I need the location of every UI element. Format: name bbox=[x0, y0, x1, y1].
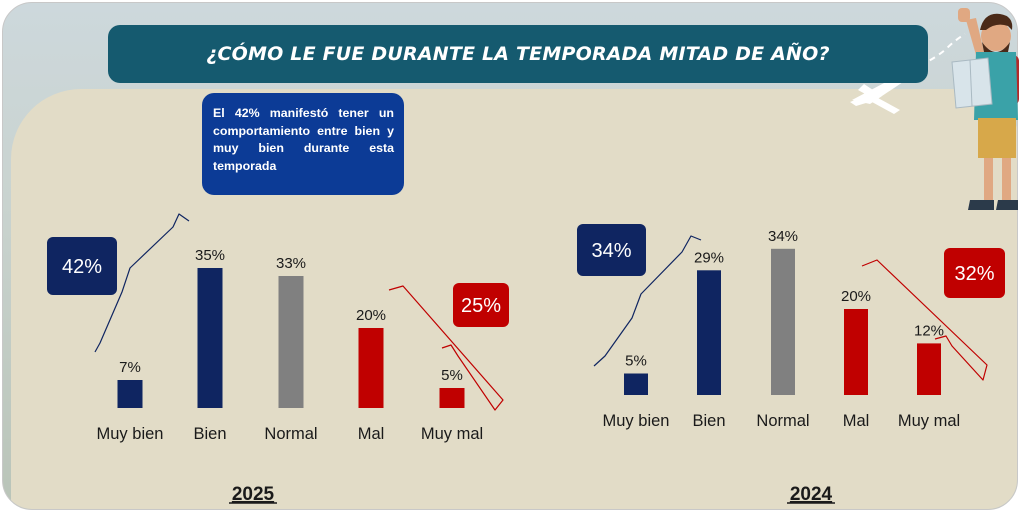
group-brace bbox=[388, 285, 504, 411]
bar bbox=[771, 248, 795, 395]
data-label: 20% bbox=[841, 288, 871, 305]
chart-2025: 7% Muy bien 35% Bien 33% Normal 20% Mal 5% Muy ma… bbox=[47, 213, 509, 505]
category-label: Normal bbox=[756, 412, 809, 430]
bar bbox=[197, 268, 223, 408]
data-label: 29% bbox=[694, 249, 724, 266]
chart-title: 2024 bbox=[790, 484, 833, 505]
data-label: 5% bbox=[441, 367, 463, 384]
group-badge bbox=[577, 224, 646, 276]
bar bbox=[278, 276, 304, 408]
group-badge-label: 25% bbox=[461, 295, 501, 317]
group-badge bbox=[47, 237, 117, 295]
group-badge-label: 34% bbox=[591, 240, 631, 262]
chart-panel bbox=[11, 89, 1017, 509]
data-label: 20% bbox=[356, 307, 386, 324]
callout-box: El 42% manifestó tener un comportamiento… bbox=[202, 93, 404, 195]
group-badge-label: 42% bbox=[62, 256, 102, 278]
data-label: 5% bbox=[625, 353, 647, 370]
bar bbox=[917, 343, 941, 395]
category-label: Bien bbox=[692, 412, 725, 430]
bar bbox=[358, 328, 384, 408]
chart-title: 2025 bbox=[232, 484, 275, 505]
callout-text: El 42% manifestó tener un comportamiento… bbox=[213, 106, 394, 173]
category-label: Mal bbox=[843, 412, 870, 430]
category-label: Muy mal bbox=[898, 412, 960, 430]
data-label: 35% bbox=[195, 247, 225, 264]
group-badge bbox=[453, 283, 509, 327]
category-label: Muy bien bbox=[97, 425, 164, 443]
category-label: Bien bbox=[193, 425, 226, 443]
category-label: Mal bbox=[358, 425, 385, 443]
category-label: Muy bien bbox=[603, 412, 670, 430]
group-brace bbox=[861, 259, 988, 381]
bar bbox=[624, 373, 648, 395]
category-label: Normal bbox=[264, 425, 317, 443]
bar bbox=[844, 309, 868, 395]
chart-2024: 5% Muy bien 29% Bien 34% Normal 20% Mal 12% Muy m… bbox=[577, 224, 1005, 505]
category-label: Muy mal bbox=[421, 425, 483, 443]
group-brace bbox=[94, 213, 190, 353]
bar bbox=[439, 388, 465, 408]
bar bbox=[117, 380, 143, 408]
group-badge-label: 32% bbox=[954, 263, 994, 285]
group-badge bbox=[944, 248, 1005, 298]
group-brace bbox=[593, 235, 702, 367]
bar bbox=[697, 270, 721, 395]
data-label: 33% bbox=[276, 255, 306, 272]
data-label: 34% bbox=[768, 228, 798, 245]
title-banner: ¿CÓMO LE FUE DURANTE LA TEMPORADA MITAD … bbox=[108, 25, 928, 83]
data-label: 12% bbox=[914, 322, 944, 339]
data-label: 7% bbox=[119, 359, 141, 376]
page-title: ¿CÓMO LE FUE DURANTE LA TEMPORADA MITAD … bbox=[206, 43, 830, 65]
traveler-illustration bbox=[951, 8, 1019, 210]
